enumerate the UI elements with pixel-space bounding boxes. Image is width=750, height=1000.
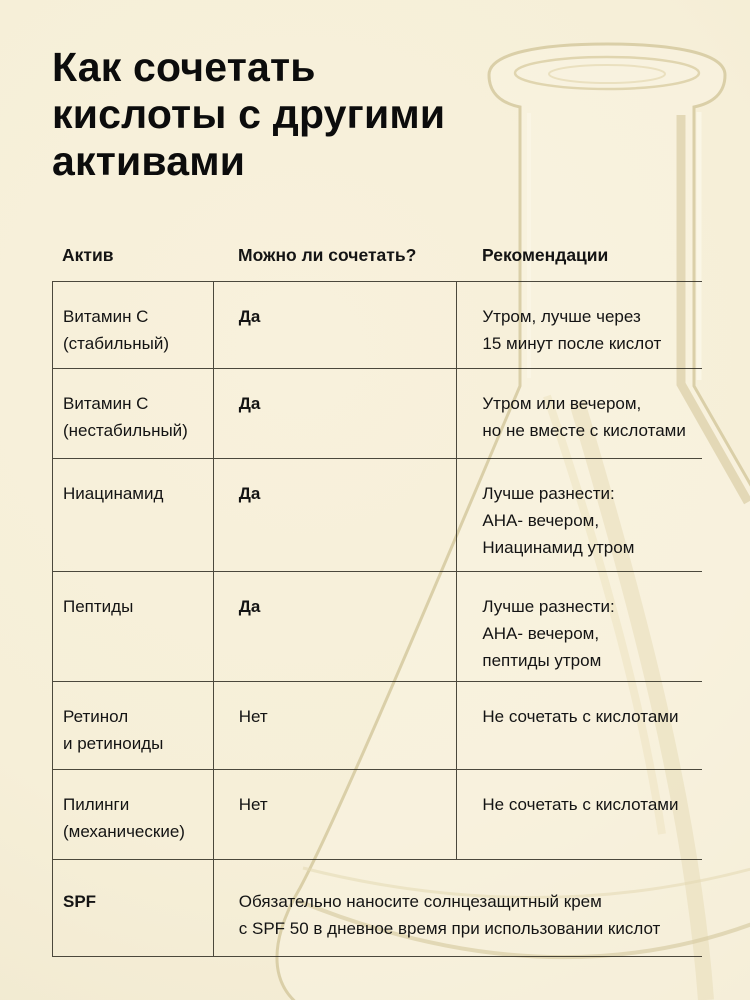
- table-row: Пептиды Да Лучше разнести: АНА- вечером, п…: [53, 571, 702, 681]
- recommendation-cell: Не сочетать с кислотами: [456, 770, 702, 859]
- column-header-recommendations: Рекомендации: [482, 245, 609, 265]
- active-cell: Пептиды: [63, 597, 134, 616]
- combinable-cell: Да: [212, 572, 457, 681]
- table-body: Витамин C (стабильный) Да Утром, лучше чер…: [53, 281, 702, 859]
- recommendation-cell: Утром, лучше через 15 минут после кислот: [456, 282, 702, 368]
- table-row: Пилинги (механические) Нет Не сочетать с к…: [53, 769, 702, 859]
- table-row: Витамин C (стабильный) Да Утром, лучше чер…: [53, 281, 702, 368]
- active-cell: Ниацинамид: [63, 484, 164, 503]
- combinable-cell: Да: [212, 369, 457, 458]
- column-header-combinable: Можно ли сочетать?: [238, 245, 417, 265]
- active-cell: Пилинги (механические): [63, 795, 185, 841]
- page-title: Как сочетать кислоты с другими активами: [52, 44, 446, 184]
- combinable-cell: Да: [212, 282, 457, 368]
- table-body-wrap: Витамин C (стабильный) Да Утром, лучше чер…: [52, 281, 702, 957]
- recommendation-cell: Лучше разнести: АНА- вечером, Ниацинамид…: [456, 459, 702, 571]
- table-header-row: Актив Можно ли сочетать? Рекомендации: [52, 230, 702, 281]
- recommendation-cell: Лучше разнести: АНА- вечером, пептиды ут…: [456, 572, 702, 681]
- active-cell: SPF: [63, 892, 97, 911]
- combinable-cell: Нет: [212, 770, 457, 859]
- active-cell: Витамин C (стабильный): [63, 307, 169, 353]
- recommendation-cell: Не сочетать с кислотами: [456, 682, 702, 769]
- actives-table: Актив Можно ли сочетать? Рекомендации Ви…: [52, 230, 702, 957]
- table-row-spf: SPF Обязательно наносите солнцезащитный …: [53, 859, 702, 956]
- combinable-cell: Нет: [212, 682, 457, 769]
- recommendation-cell: Утром или вечером, но не вместе с кислот…: [456, 369, 702, 458]
- active-cell: Витамин C (нестабильный): [63, 394, 188, 440]
- spf-note-cell: Обязательно наносите солнцезащитный крем…: [212, 860, 702, 956]
- active-cell: Ретинол и ретиноиды: [63, 707, 164, 753]
- table-row: Ниацинамид Да Лучше разнести: АНА- вечером…: [53, 458, 702, 571]
- combinable-cell: Да: [212, 459, 457, 571]
- column-header-active: Актив: [62, 245, 114, 265]
- table-row: Ретинол и ретиноиды Нет Не сочетать с кисл…: [53, 681, 702, 769]
- table-row: Витамин C (нестабильный) Да Утром или вече…: [53, 368, 702, 458]
